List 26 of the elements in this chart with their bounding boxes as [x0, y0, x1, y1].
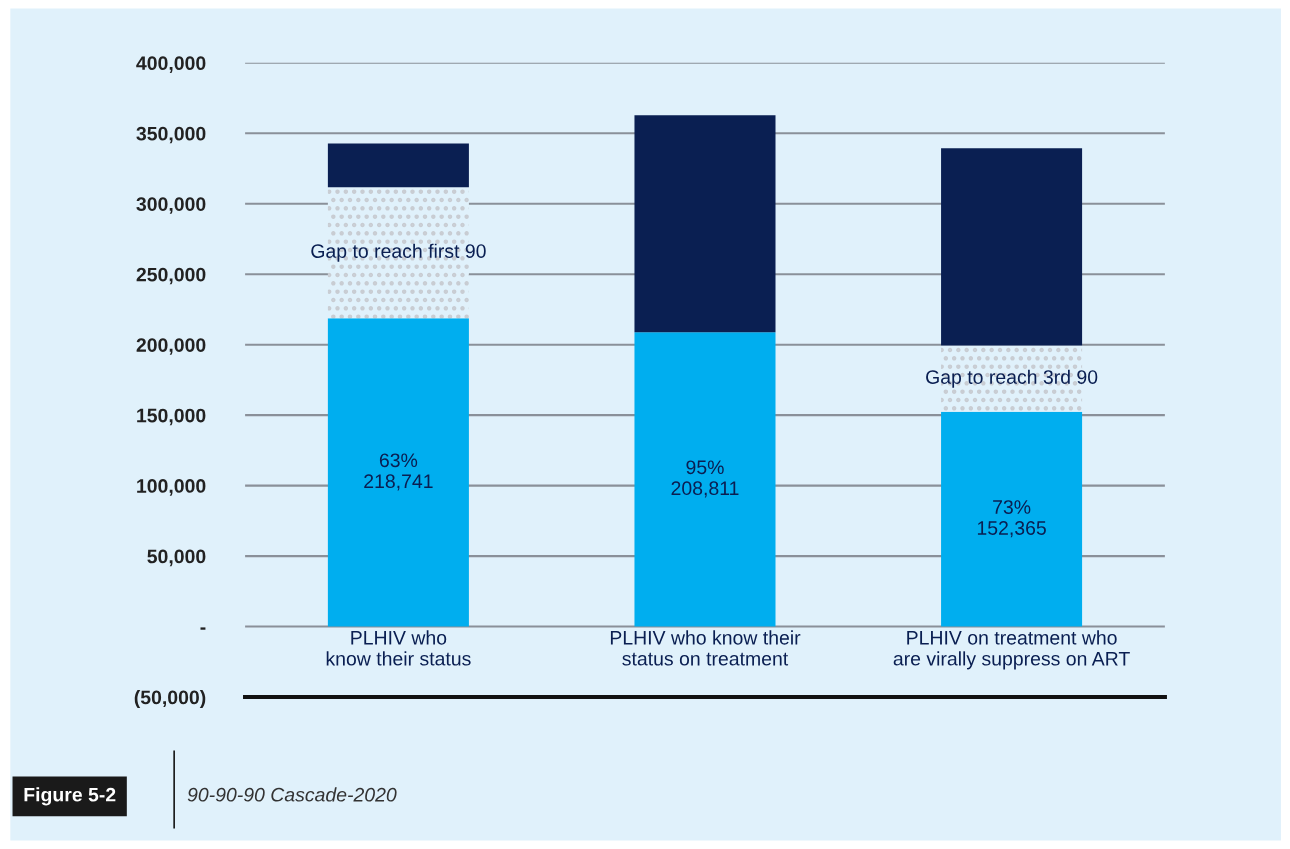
annotation: Gap to reach 3rd 90	[926, 369, 1098, 388]
y-tick-label: 350,000	[136, 126, 206, 144]
y-tick-label: 100,000	[137, 479, 206, 496]
y-tick-label: 250,000	[136, 267, 206, 285]
data-label: 73% 152,365	[977, 500, 1046, 538]
y-tick-label: -	[200, 627, 206, 630]
y-tick-label: 200,000	[136, 338, 206, 355]
y-tick-label: (50,000)	[134, 689, 206, 709]
bar	[327, 318, 469, 627]
annotation: Gap to reach first 90	[311, 243, 486, 262]
y-tick-label: 50,000	[147, 549, 206, 567]
data-label: 95% 208,811	[671, 460, 739, 498]
x-tick-label: PLHIV who know their status on treatment	[610, 630, 801, 666]
bar	[634, 115, 776, 333]
bar	[941, 148, 1083, 346]
text: 90-90-90 Cascade-2020	[187, 787, 397, 802]
data-label: 63% 218,741	[364, 453, 433, 491]
y-tick-label: 150,000	[137, 408, 206, 426]
bar	[634, 332, 776, 627]
x-tick-label: PLHIV who know their status	[326, 630, 471, 666]
bar	[327, 143, 469, 188]
caption: Figure 5-2	[24, 787, 116, 806]
y-tick-label: 400,000	[136, 56, 206, 73]
y-tick-label: 300,000	[136, 197, 206, 214]
bar	[941, 411, 1083, 627]
x-tick-label: PLHIV on treatment who are virally suppress on ART	[893, 630, 1130, 670]
